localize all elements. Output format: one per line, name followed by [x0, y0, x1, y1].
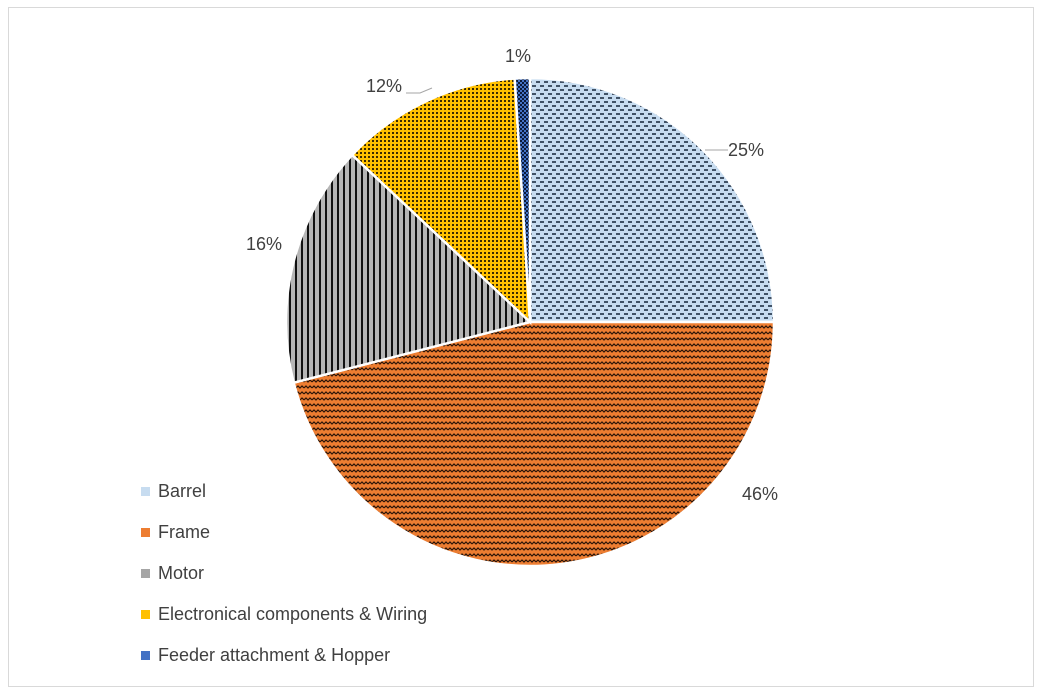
- legend: Barrel Frame Motor Electronical componen…: [141, 477, 427, 682]
- legend-label: Electronical components & Wiring: [158, 604, 428, 624]
- legend-swatch-feeder: [141, 651, 150, 660]
- legend-label: Frame: [158, 522, 211, 542]
- legend-item-electronics: Electronical components & Wiring: [141, 600, 427, 629]
- data-label-motor: 16%: [246, 234, 282, 254]
- legend-label: Motor: [158, 563, 205, 583]
- legend-swatch-motor: [141, 569, 150, 578]
- data-label-feeder: 1%: [505, 46, 531, 66]
- legend-item-barrel: Barrel: [141, 477, 427, 506]
- legend-item-motor: Motor: [141, 559, 427, 588]
- legend-swatch-frame: [141, 528, 150, 537]
- pie-slice-feeder: [513, 76, 532, 323]
- pie-slice-electronics: [350, 77, 532, 326]
- data-label-electronics: 12%: [366, 76, 402, 96]
- legend-swatch-barrel: [141, 487, 150, 496]
- leader-line-electronics: [406, 87, 433, 94]
- legend-item-feeder: Feeder attachment & Hopper: [141, 641, 427, 670]
- legend-label: Barrel: [158, 481, 207, 501]
- legend-item-frame: Frame: [141, 518, 427, 547]
- legend-label: Feeder attachment & Hopper: [158, 645, 391, 665]
- pie-slice-motor: [284, 153, 533, 385]
- data-label-frame: 46%: [742, 484, 778, 504]
- legend-swatch-electronics: [141, 610, 150, 619]
- pie-slice-frame: [292, 320, 776, 568]
- pie-slice-barrel: [528, 76, 776, 324]
- data-label-barrel: 25%: [728, 140, 764, 160]
